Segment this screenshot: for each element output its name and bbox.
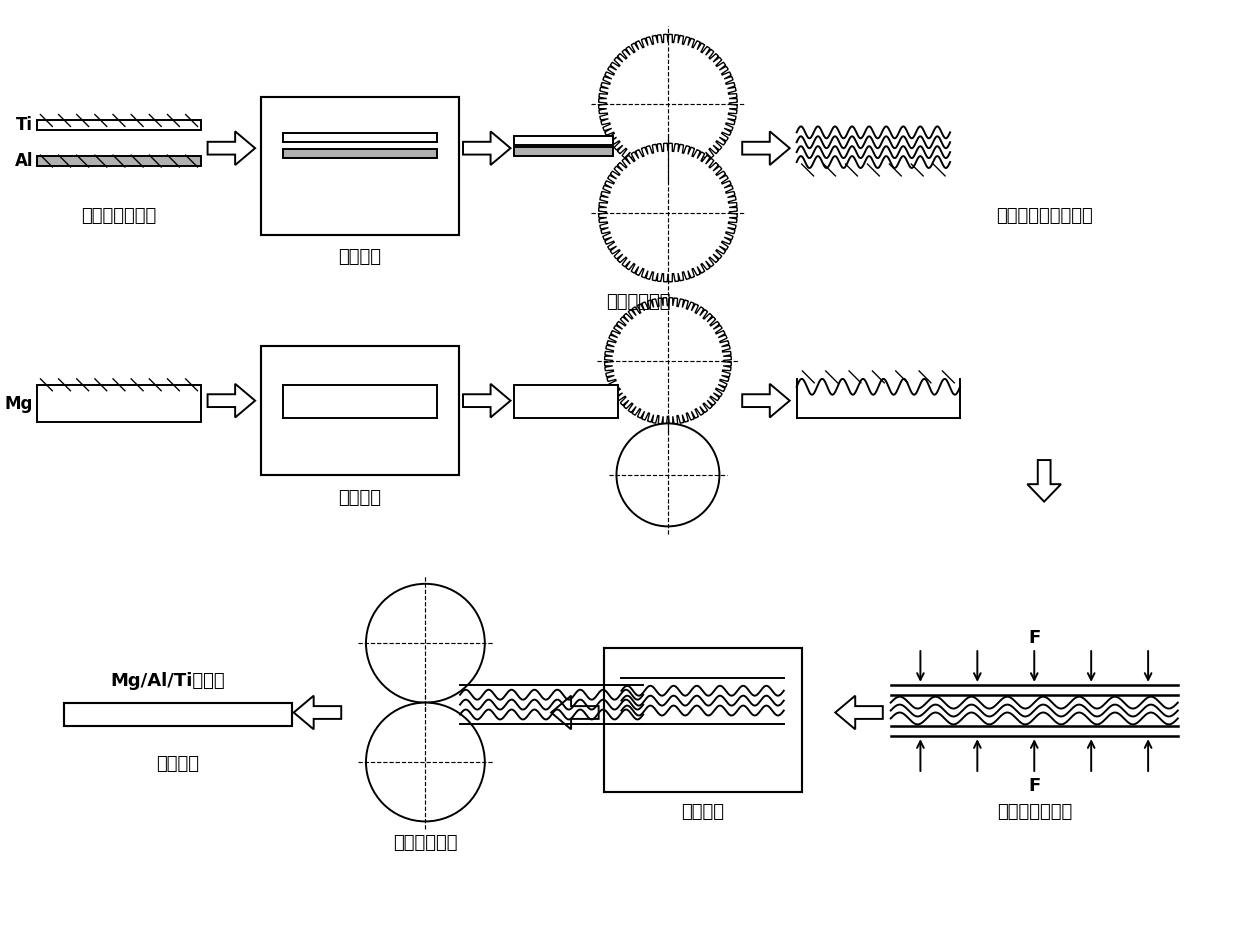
Polygon shape <box>207 131 255 165</box>
Polygon shape <box>599 34 738 173</box>
Text: （齿形轧制）: （齿形轧制） <box>606 293 671 311</box>
Polygon shape <box>551 696 599 729</box>
Text: Al: Al <box>15 153 33 170</box>
Polygon shape <box>599 143 738 282</box>
Polygon shape <box>1027 460 1061 501</box>
Bar <box>37 156 201 166</box>
Polygon shape <box>294 696 341 729</box>
Text: （校直）: （校直） <box>156 755 200 773</box>
Text: F: F <box>1028 777 1040 795</box>
Bar <box>283 385 438 418</box>
Polygon shape <box>743 131 790 165</box>
Polygon shape <box>207 384 255 418</box>
Bar <box>64 702 291 726</box>
Text: Mg/Al/Ti复合板: Mg/Al/Ti复合板 <box>110 671 226 690</box>
Bar <box>37 121 201 130</box>
Text: （加热）: （加热） <box>339 248 382 266</box>
Polygon shape <box>605 298 732 424</box>
Polygon shape <box>463 131 511 165</box>
Text: F: F <box>1028 630 1040 647</box>
Bar <box>515 147 614 156</box>
Bar <box>515 385 619 418</box>
Bar <box>283 149 438 158</box>
Text: Mg: Mg <box>5 394 33 413</box>
Bar <box>37 385 201 422</box>
Text: （复合面清理）: （复合面清理） <box>81 206 156 224</box>
Bar <box>283 133 438 142</box>
Text: （齿形面压合）: （齿形面压合） <box>997 803 1071 820</box>
Polygon shape <box>743 384 790 418</box>
Circle shape <box>616 423 719 526</box>
Circle shape <box>366 584 485 702</box>
Polygon shape <box>463 384 511 418</box>
Text: （加热）: （加热） <box>339 488 382 507</box>
Text: （加热）: （加热） <box>681 803 724 820</box>
Bar <box>262 97 459 235</box>
Polygon shape <box>836 696 883 729</box>
Bar <box>262 346 459 475</box>
Bar <box>515 137 614 145</box>
Bar <box>604 648 801 791</box>
Text: （复合轧制）: （复合轧制） <box>393 834 458 852</box>
Text: （齿形复合面清理）: （齿形复合面清理） <box>996 206 1092 224</box>
Text: Ti: Ti <box>16 116 33 135</box>
Circle shape <box>366 702 485 821</box>
